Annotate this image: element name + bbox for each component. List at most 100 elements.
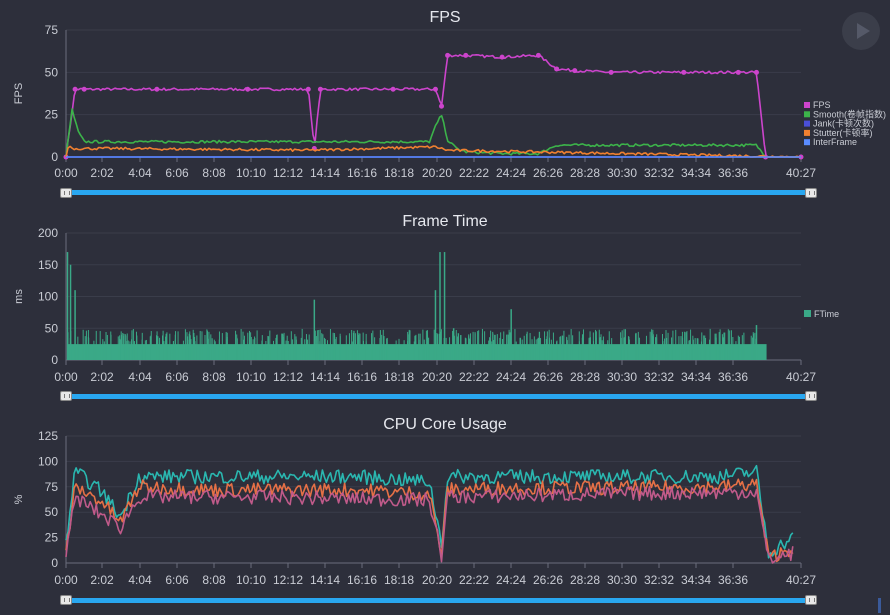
x-tick-label: 14:14 bbox=[310, 370, 340, 384]
y-axis-label: % bbox=[13, 494, 25, 504]
x-tick-label: 6:06 bbox=[165, 166, 189, 180]
x-tick-label: 26:26 bbox=[533, 370, 563, 384]
series-line-3 bbox=[65, 145, 802, 158]
x-tick-label: 16:16 bbox=[347, 573, 377, 587]
x-tick-label: 36:36 bbox=[718, 573, 748, 587]
x-tick-label: 0:00 bbox=[54, 166, 78, 180]
fps-slider-handle-left[interactable] bbox=[60, 188, 72, 198]
x-tick-label: 26:26 bbox=[533, 573, 563, 587]
fps-point bbox=[499, 54, 505, 60]
fps-point bbox=[317, 86, 323, 92]
scroll-indicator bbox=[878, 598, 881, 613]
x-tick-label: 36:36 bbox=[718, 166, 748, 180]
x-tick-label: 4:04 bbox=[128, 166, 152, 180]
frametime-time-slider[interactable] bbox=[66, 394, 811, 399]
x-tick-label: 32:32 bbox=[644, 573, 674, 587]
cpu-time-slider[interactable] bbox=[66, 598, 811, 603]
x-tick-label: 6:06 bbox=[165, 573, 189, 587]
legend-swatch bbox=[804, 129, 810, 136]
x-tick-label: 40:27 bbox=[786, 166, 816, 180]
x-tick-label: 2:02 bbox=[90, 166, 114, 180]
y-tick-label: 125 bbox=[38, 429, 58, 443]
y-tick-label: 75 bbox=[45, 23, 59, 37]
x-tick-label: 22:22 bbox=[459, 166, 489, 180]
legend-ftime: FTime bbox=[814, 309, 839, 319]
x-tick-label: 34:34 bbox=[681, 573, 711, 587]
fps-point bbox=[245, 86, 251, 92]
fps-point bbox=[72, 86, 78, 92]
legend-item: Stutter(卡顿率) bbox=[813, 127, 873, 138]
y-tick-label: 100 bbox=[38, 454, 58, 468]
fps-point bbox=[81, 86, 87, 92]
cpu-slider-handle-left[interactable] bbox=[60, 595, 72, 605]
x-tick-label: 4:04 bbox=[128, 573, 152, 587]
x-tick-label: 0:00 bbox=[54, 573, 78, 587]
fps-point bbox=[445, 52, 451, 58]
x-tick-label: 18:18 bbox=[384, 166, 414, 180]
x-tick-label: 2:02 bbox=[90, 573, 114, 587]
fps-point bbox=[572, 68, 578, 74]
fps-point bbox=[554, 66, 560, 72]
x-tick-label: 10:10 bbox=[236, 370, 266, 384]
x-tick-label: 16:16 bbox=[347, 166, 377, 180]
fps-time-slider[interactable] bbox=[66, 190, 811, 195]
x-tick-label: 20:20 bbox=[422, 166, 452, 180]
y-tick-label: 50 bbox=[45, 321, 59, 335]
chart-2: 0 25 50 75 100 125% 0:00 2:02 4:04 6:06 8:08 10:10 1… bbox=[13, 429, 816, 587]
fps-point bbox=[681, 69, 687, 75]
play-icon[interactable] bbox=[842, 12, 880, 50]
x-tick-label: 8:08 bbox=[202, 573, 226, 587]
x-tick-label: 12:12 bbox=[273, 166, 303, 180]
x-tick-label: 6:06 bbox=[165, 370, 189, 384]
x-tick-label: 8:08 bbox=[202, 370, 226, 384]
x-tick-label: 18:18 bbox=[384, 573, 414, 587]
x-tick-label: 8:08 bbox=[202, 166, 226, 180]
x-tick-label: 40:27 bbox=[786, 573, 816, 587]
x-tick-label: 14:14 bbox=[310, 573, 340, 587]
x-tick-label: 30:30 bbox=[607, 166, 637, 180]
y-tick-label: 0 bbox=[51, 353, 58, 367]
x-tick-label: 32:32 bbox=[644, 166, 674, 180]
cpu-slider-handle-right[interactable] bbox=[805, 595, 817, 605]
legend-swatch bbox=[804, 139, 810, 146]
y-tick-label: 0 bbox=[51, 556, 58, 570]
x-tick-label: 24:24 bbox=[496, 573, 526, 587]
x-tick-label: 20:20 bbox=[422, 370, 452, 384]
x-tick-label: 10:10 bbox=[236, 166, 266, 180]
legend-item: Smooth(卷帧指数) bbox=[813, 108, 886, 119]
y-tick-label: 150 bbox=[38, 258, 58, 272]
fps-point bbox=[463, 52, 469, 58]
y-axis-label: FPS bbox=[13, 83, 25, 104]
y-tick-label: 200 bbox=[38, 226, 58, 240]
frametime-slider-handle-left[interactable] bbox=[60, 391, 72, 401]
x-tick-label: 12:12 bbox=[273, 573, 303, 587]
x-tick-label: 0:00 bbox=[54, 370, 78, 384]
series-line-2 bbox=[65, 485, 794, 564]
y-tick-label: 50 bbox=[45, 505, 59, 519]
legend-swatch bbox=[804, 102, 810, 108]
y-tick-label: 100 bbox=[38, 290, 58, 304]
x-tick-label: 30:30 bbox=[607, 573, 637, 587]
fps-slider-handle-right[interactable] bbox=[805, 188, 817, 198]
x-tick-label: 20:20 bbox=[422, 573, 452, 587]
x-tick-label: 10:10 bbox=[236, 573, 266, 587]
fps-point bbox=[608, 69, 614, 75]
x-tick-label: 30:30 bbox=[607, 370, 637, 384]
fps-point bbox=[439, 103, 445, 109]
y-axis-label: ms bbox=[13, 289, 25, 304]
legend-item: FPS bbox=[813, 100, 831, 110]
x-tick-label: 22:22 bbox=[459, 573, 489, 587]
x-tick-label: 34:34 bbox=[681, 166, 711, 180]
legend-swatch bbox=[804, 120, 810, 127]
fps-point bbox=[390, 86, 396, 92]
x-tick-label: 16:16 bbox=[347, 370, 377, 384]
y-tick-label: 75 bbox=[45, 480, 59, 494]
fps-point bbox=[753, 69, 759, 75]
frametime-chart-title: Frame Time bbox=[402, 213, 488, 230]
x-tick-label: 40:27 bbox=[786, 370, 816, 384]
x-tick-label: 24:24 bbox=[496, 166, 526, 180]
x-tick-label: 14:14 bbox=[310, 166, 340, 180]
y-tick-label: 25 bbox=[45, 108, 59, 122]
x-tick-label: 28:28 bbox=[570, 166, 600, 180]
frametime-slider-handle-right[interactable] bbox=[805, 391, 817, 401]
